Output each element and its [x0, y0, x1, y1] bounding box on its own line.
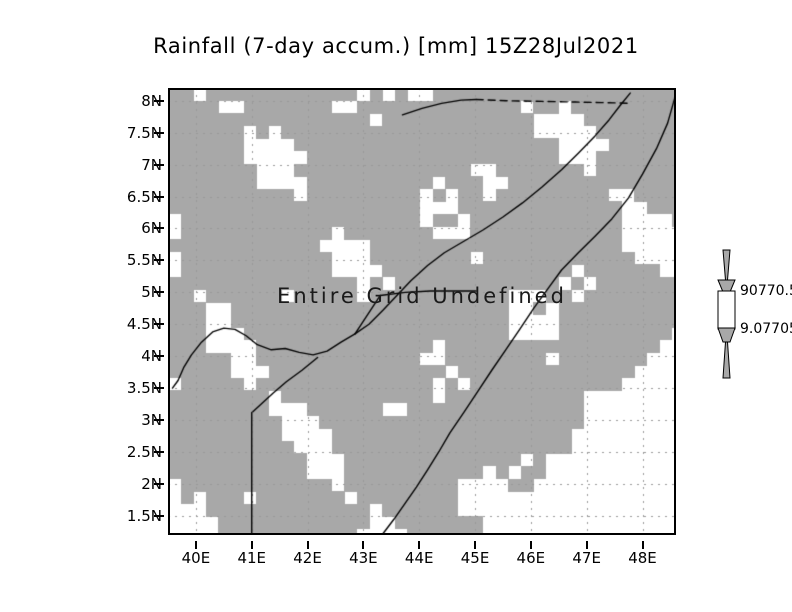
- y-axis-tick: [154, 387, 164, 390]
- colorbar[interactable]: 90770.5 9.07705: [706, 248, 792, 388]
- y-axis-tick: [154, 99, 164, 102]
- x-axis-tick-label: 48E: [628, 549, 657, 567]
- x-axis-tick: [641, 541, 644, 549]
- y-axis-tick: [154, 482, 164, 485]
- x-axis-tick-label: 47E: [572, 549, 601, 567]
- page-title: Rainfall (7-day accum.) [mm] 15Z28Jul202…: [153, 34, 639, 58]
- y-axis-tick: [154, 131, 164, 134]
- y-axis-tick-label: 5.5N: [126, 251, 162, 270]
- y-axis-tick: [154, 450, 164, 453]
- x-axis-tick: [194, 541, 197, 549]
- y-axis-tick-label: 4.5N: [126, 315, 162, 334]
- y-axis-tick-label: 3.5N: [126, 379, 162, 398]
- x-axis-tick: [306, 541, 309, 549]
- x-axis-tick-label: 44E: [404, 549, 434, 567]
- y-axis-tick: [154, 323, 164, 326]
- x-axis-labels: 40E 41E 42E 43E 44E 45E 46E 47E 48E: [168, 541, 676, 567]
- y-axis-tick: [154, 514, 164, 517]
- colorbar-tick-label: 90770.5: [740, 283, 792, 299]
- x-axis-tick: [585, 541, 588, 549]
- colorbar-tick-label: 9.07705: [740, 321, 792, 337]
- y-axis-tick-label: 2.5N: [126, 442, 162, 461]
- map-plot-area: Entire Grid Undefined: [168, 88, 676, 535]
- y-axis-labels: 8N 7.5N 7N 6.5N 6N 5.5N 5N 4.5N 4N 3.5N 3N 2.5N 2N 1.…: [58, 88, 164, 535]
- x-axis-tick: [474, 541, 477, 549]
- x-axis-tick-label: 46E: [516, 549, 546, 567]
- x-axis-tick-label: 43E: [349, 549, 378, 567]
- x-axis-tick: [250, 541, 253, 549]
- y-axis-tick-label: 6N: [141, 219, 162, 238]
- y-axis-tick: [154, 259, 164, 262]
- y-axis-tick: [154, 195, 164, 198]
- y-axis-tick-label: 5N: [141, 283, 162, 302]
- y-axis-tick-label: 1.5N: [126, 506, 162, 525]
- y-axis-tick-label: 7N: [141, 155, 162, 174]
- x-axis-tick: [362, 541, 365, 549]
- x-axis-tick: [529, 541, 532, 549]
- y-axis-tick-label: 7.5N: [126, 123, 162, 142]
- x-axis-tick-label: 42E: [293, 549, 322, 567]
- x-axis-tick-label: 41E: [237, 549, 267, 567]
- y-axis-tick-label: 2N: [141, 474, 162, 493]
- colorbar-swatch: [717, 249, 736, 379]
- y-axis-tick-label: 4N: [141, 347, 162, 366]
- coastline-and-borders: [168, 88, 676, 535]
- y-axis-tick-label: 3N: [141, 411, 162, 430]
- y-axis-tick-label: 8N: [141, 91, 162, 110]
- x-axis-tick-label: 40E: [181, 549, 211, 567]
- y-axis-tick: [154, 227, 164, 230]
- x-axis-tick-label: 45E: [460, 549, 490, 567]
- y-axis-tick: [154, 355, 164, 358]
- x-axis-tick: [418, 541, 421, 549]
- y-axis-tick: [154, 291, 164, 294]
- y-axis-tick: [154, 163, 164, 166]
- y-axis-tick-label: 6.5N: [126, 187, 162, 206]
- y-axis-tick: [154, 419, 164, 422]
